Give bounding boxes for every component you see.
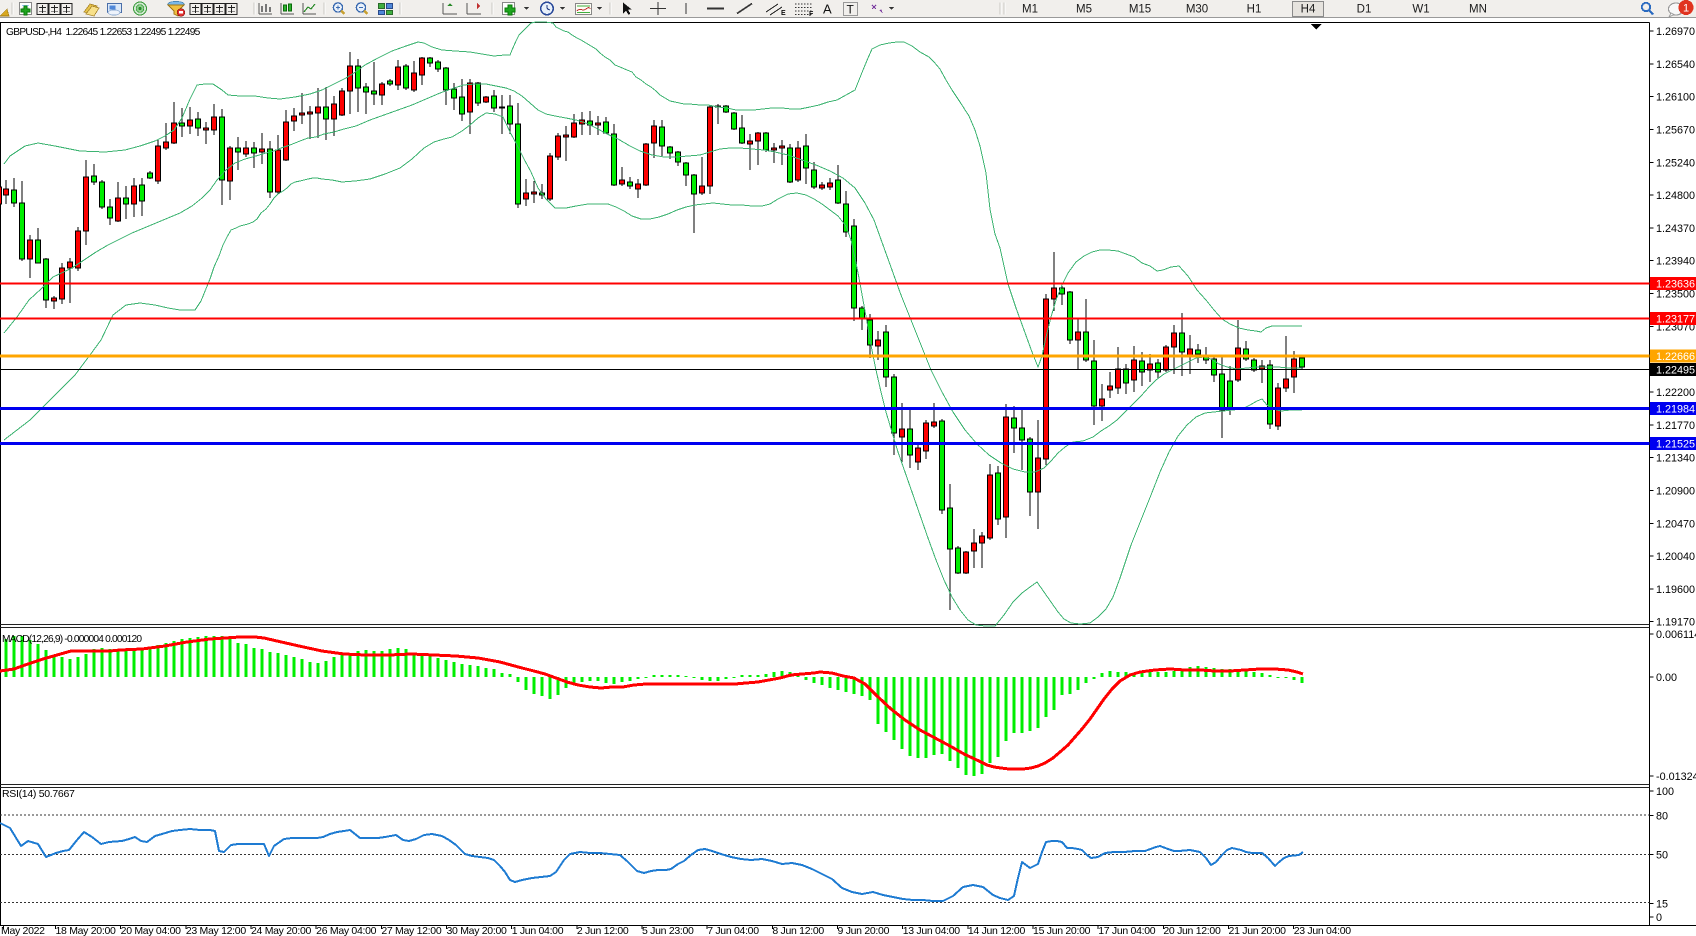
- svg-text:1: 1: [1683, 3, 1689, 15]
- svg-text:9 Jun 20:00: 9 Jun 20:00: [838, 925, 890, 936]
- svg-text:1.21770: 1.21770: [1656, 420, 1695, 432]
- svg-text:24 May 20:00: 24 May 20:00: [251, 925, 311, 936]
- svg-text:8 Jun 12:00: 8 Jun 12:00: [772, 925, 824, 936]
- svg-text:M15: M15: [1129, 4, 1151, 16]
- svg-text:1.21340: 1.21340: [1656, 453, 1695, 465]
- svg-text:M5: M5: [1076, 4, 1092, 16]
- svg-text:M30: M30: [1186, 4, 1208, 16]
- svg-text:W1: W1: [1412, 4, 1429, 16]
- svg-text:M1: M1: [1022, 4, 1038, 16]
- svg-text:1.26100: 1.26100: [1656, 92, 1695, 104]
- svg-text:13 Jun 04:00: 13 Jun 04:00: [903, 925, 961, 936]
- svg-text:7 Jun 04:00: 7 Jun 04:00: [707, 925, 759, 936]
- svg-text:26 May 04:00: 26 May 04:00: [316, 925, 376, 936]
- svg-text:1.24370: 1.24370: [1656, 223, 1695, 235]
- svg-text:1.23500: 1.23500: [1656, 289, 1695, 301]
- svg-text:1.22666: 1.22666: [1656, 351, 1695, 363]
- svg-text:F: F: [809, 11, 814, 18]
- svg-text:15: 15: [1656, 899, 1668, 911]
- svg-text:1.20900: 1.20900: [1656, 485, 1695, 497]
- svg-text:1.23940: 1.23940: [1656, 256, 1695, 268]
- svg-text:1.25240: 1.25240: [1656, 157, 1695, 169]
- svg-text:1.23636: 1.23636: [1656, 279, 1695, 291]
- svg-text:1.23177: 1.23177: [1656, 313, 1695, 325]
- svg-text:14 Jun 12:00: 14 Jun 12:00: [968, 925, 1026, 936]
- svg-text:1.25670: 1.25670: [1656, 124, 1695, 136]
- svg-text:1.22200: 1.22200: [1656, 387, 1695, 399]
- svg-text:1.21984: 1.21984: [1656, 404, 1695, 416]
- svg-text:RSI(14) 50.7667: RSI(14) 50.7667: [2, 788, 75, 800]
- svg-text:0.006114: 0.006114: [1656, 629, 1696, 641]
- svg-text:GBPUSD-,H4 1.22645 1.22653 1.: GBPUSD-,H4 1.22645 1.22653 1.22495 1.224…: [6, 27, 201, 38]
- svg-text:1.20470: 1.20470: [1656, 518, 1695, 530]
- svg-text:17 Jun 04:00: 17 Jun 04:00: [1098, 925, 1156, 936]
- svg-text:-0.013241: -0.013241: [1656, 771, 1696, 783]
- svg-text:1 Jun 04:00: 1 Jun 04:00: [512, 925, 564, 936]
- svg-text:0: 0: [1656, 912, 1662, 924]
- svg-text:D1: D1: [1357, 4, 1372, 16]
- svg-text:23 Jun 04:00: 23 Jun 04:00: [1294, 925, 1352, 936]
- svg-text:MACD(12,26,9) -0.000004 0.0001: MACD(12,26,9) -0.000004 0.000120: [2, 634, 142, 645]
- svg-text:30 May 20:00: 30 May 20:00: [447, 925, 507, 936]
- svg-text:100: 100: [1656, 786, 1674, 798]
- svg-text:1.22495: 1.22495: [1656, 365, 1695, 377]
- svg-text:27 May 12:00: 27 May 12:00: [381, 925, 441, 936]
- svg-text:2 Jun 12:00: 2 Jun 12:00: [577, 925, 629, 936]
- svg-text:20 Jun 12:00: 20 Jun 12:00: [1163, 925, 1221, 936]
- svg-text:H4: H4: [1301, 4, 1316, 16]
- svg-text:0.00: 0.00: [1656, 672, 1677, 684]
- svg-text:18 May 20:00: 18 May 20:00: [56, 925, 116, 936]
- svg-text:E: E: [781, 10, 786, 17]
- svg-text:1.20040: 1.20040: [1656, 551, 1695, 563]
- svg-text:50: 50: [1656, 850, 1668, 862]
- svg-text:5 Jun 23:00: 5 Jun 23:00: [642, 925, 694, 936]
- svg-text:15 Jun 20:00: 15 Jun 20:00: [1033, 925, 1091, 936]
- svg-text:20 May 04:00: 20 May 04:00: [121, 925, 181, 936]
- svg-text:1.24800: 1.24800: [1656, 190, 1695, 202]
- svg-text:H1: H1: [1247, 4, 1262, 16]
- svg-text:1.19600: 1.19600: [1656, 584, 1695, 596]
- svg-text:1.26970: 1.26970: [1656, 26, 1695, 38]
- svg-text:21 Jun 20:00: 21 Jun 20:00: [1229, 925, 1287, 936]
- svg-text:80: 80: [1656, 811, 1668, 823]
- svg-text:May 2022: May 2022: [1, 925, 45, 936]
- svg-text:1.21525: 1.21525: [1656, 439, 1695, 451]
- svg-text:1.19170: 1.19170: [1656, 617, 1695, 629]
- svg-text:A: A: [823, 2, 832, 17]
- svg-text:1.26540: 1.26540: [1656, 59, 1695, 71]
- svg-text:23 May 12:00: 23 May 12:00: [186, 925, 246, 936]
- svg-text:MN: MN: [1469, 4, 1487, 16]
- svg-text:T: T: [847, 3, 855, 17]
